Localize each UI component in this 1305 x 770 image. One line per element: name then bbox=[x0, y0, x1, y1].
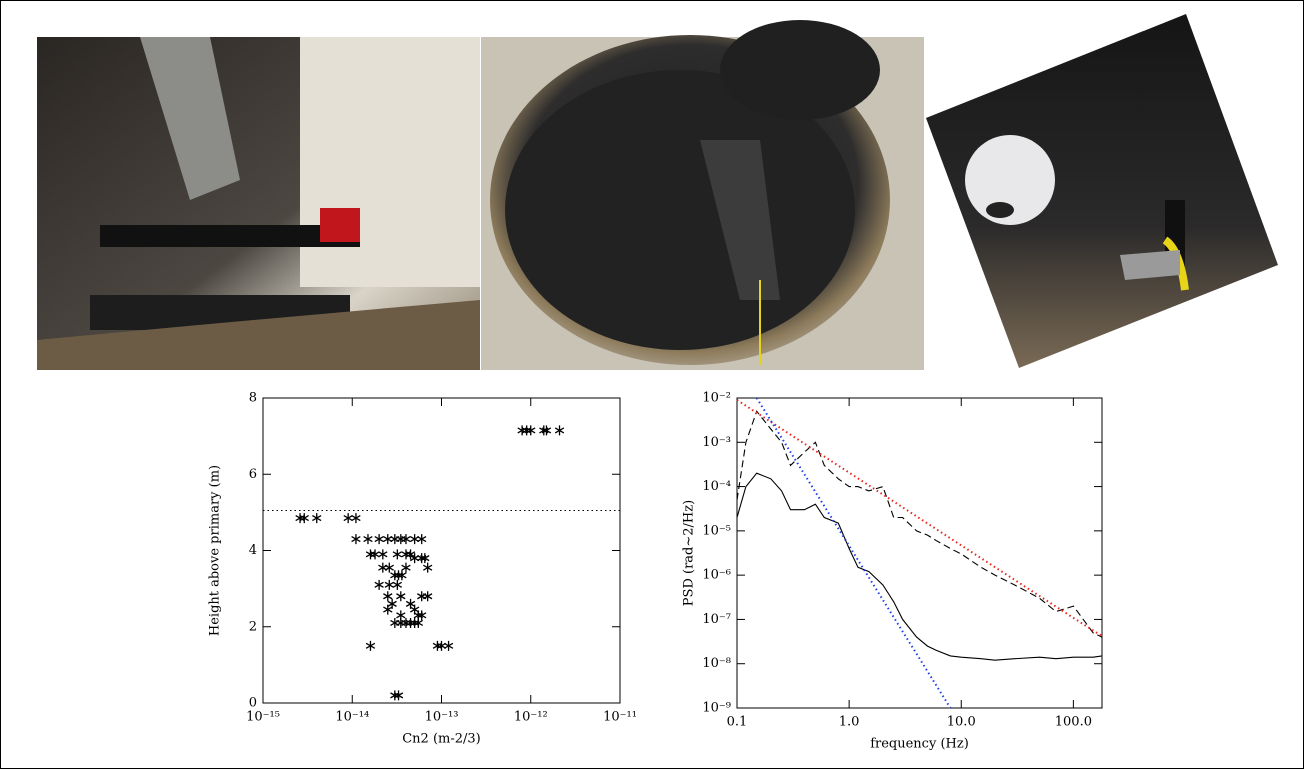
y-tick-label: 10⁻⁷ bbox=[702, 612, 731, 627]
point bbox=[312, 513, 322, 524]
point bbox=[526, 425, 536, 436]
x-tick-label: 10⁻¹³ bbox=[425, 710, 459, 725]
y-tick-label: 10⁻² bbox=[702, 391, 731, 406]
point bbox=[351, 513, 361, 524]
point bbox=[383, 604, 393, 615]
photo-middle bbox=[481, 20, 924, 370]
y-tick-label: 10⁻⁸ bbox=[702, 656, 731, 671]
point bbox=[405, 617, 416, 628]
x-tick-label: 10⁻¹¹ bbox=[603, 710, 637, 725]
x-tick-label: 10⁻¹⁵ bbox=[246, 710, 280, 725]
point bbox=[417, 610, 427, 621]
x-tick-label: 100.0 bbox=[1055, 715, 1092, 730]
point bbox=[397, 570, 407, 581]
y-tick-label: 2 bbox=[249, 619, 257, 634]
y-tick-label: 4 bbox=[249, 543, 257, 558]
point bbox=[295, 513, 305, 524]
point bbox=[393, 690, 404, 701]
x-axis-label: Cn2 (m-2/3) bbox=[402, 732, 481, 747]
x-tick-label: 10.0 bbox=[947, 715, 976, 730]
point bbox=[413, 617, 424, 628]
y-axis-label: Height above primary (m) bbox=[208, 465, 223, 636]
point bbox=[541, 425, 552, 436]
point bbox=[417, 534, 427, 545]
photo-right bbox=[926, 14, 1278, 368]
y-tick-label: 10⁻⁹ bbox=[702, 701, 731, 716]
y-tick-label: 10⁻⁴ bbox=[702, 479, 731, 494]
point bbox=[363, 534, 373, 545]
y-tick-label: 0 bbox=[249, 696, 257, 711]
y-tick-label: 10⁻⁵ bbox=[702, 523, 731, 538]
point bbox=[351, 534, 361, 545]
point bbox=[384, 579, 394, 590]
point bbox=[423, 562, 433, 573]
point bbox=[384, 562, 394, 573]
x-axis-label: frequency (Hz) bbox=[870, 737, 969, 752]
point bbox=[370, 549, 380, 560]
point bbox=[401, 534, 411, 545]
series-line bbox=[755, 397, 952, 709]
point bbox=[383, 591, 393, 602]
point bbox=[405, 549, 416, 560]
point bbox=[396, 591, 406, 602]
point bbox=[521, 425, 532, 436]
point bbox=[420, 553, 430, 564]
point bbox=[443, 640, 454, 651]
point bbox=[392, 579, 403, 590]
point bbox=[343, 513, 353, 524]
x-tick-label: 10⁻¹² bbox=[514, 710, 548, 725]
point bbox=[378, 549, 388, 560]
photo-left bbox=[37, 37, 480, 370]
point bbox=[409, 617, 420, 628]
x-tick-label: 10⁻¹⁴ bbox=[335, 710, 369, 725]
y-tick-label: 6 bbox=[249, 467, 257, 482]
x-tick-label: 1.0 bbox=[839, 715, 860, 730]
y-tick-label: 10⁻³ bbox=[702, 435, 731, 450]
point bbox=[374, 534, 384, 545]
series-line bbox=[736, 410, 1103, 638]
point bbox=[554, 425, 565, 436]
point bbox=[365, 640, 376, 651]
x-tick-label: 0.1 bbox=[727, 715, 748, 730]
point bbox=[432, 640, 443, 651]
point bbox=[299, 513, 309, 524]
y-axis-label: PSD (rad~2/Hz) bbox=[682, 500, 697, 606]
y-tick-label: 8 bbox=[249, 391, 257, 406]
point bbox=[390, 690, 400, 701]
point bbox=[392, 549, 403, 560]
y-tick-label: 10⁻⁶ bbox=[702, 568, 731, 583]
series-line bbox=[736, 472, 1103, 661]
plot-frame bbox=[736, 397, 1103, 709]
point bbox=[374, 579, 384, 590]
point bbox=[401, 562, 411, 573]
point bbox=[423, 591, 433, 602]
